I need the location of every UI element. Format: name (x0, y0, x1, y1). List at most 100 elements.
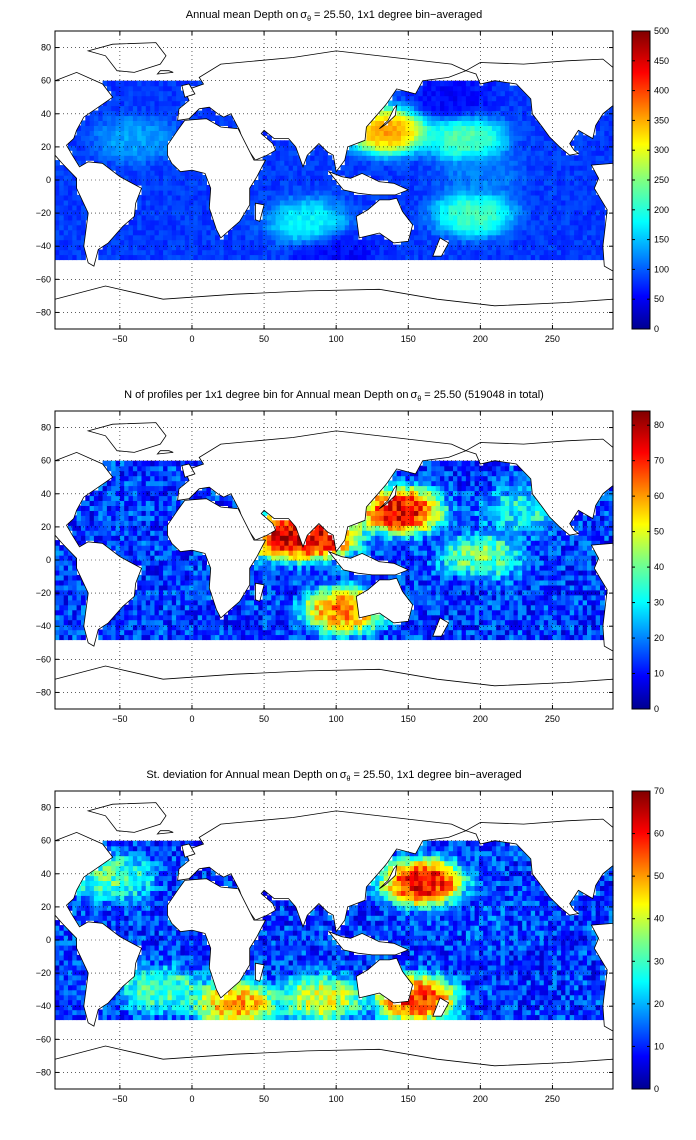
heatmap-cell (314, 535, 320, 541)
heatmap-cell (548, 249, 553, 256)
heatmap-cell (154, 194, 160, 201)
heatmap-cell (574, 249, 579, 256)
heatmap-cell (184, 254, 190, 261)
heatmap-cell (569, 175, 575, 181)
heatmap-cell (241, 614, 246, 621)
heatmap-cell (158, 480, 164, 487)
heatmap-cell (137, 165, 143, 171)
heatmap-cell (72, 254, 78, 261)
heatmap-cell (301, 199, 307, 206)
heatmap-cell (310, 629, 316, 636)
heatmap-cell (483, 204, 489, 211)
heatmap-cell (119, 105, 125, 112)
heatmap-cell (180, 254, 186, 261)
heatmap-cell (189, 599, 194, 606)
heatmap-cell (388, 505, 393, 511)
heatmap-cell (184, 555, 190, 561)
heatmap-cell (98, 505, 104, 511)
heatmap-cell (292, 249, 298, 256)
heatmap-cell (513, 224, 519, 231)
heatmap-cell (301, 624, 307, 631)
heatmap-cell (353, 244, 359, 251)
heatmap-cell (548, 234, 553, 241)
heatmap-cell (137, 594, 143, 601)
heatmap-cell (569, 155, 575, 161)
heatmap-cell (401, 170, 406, 176)
heatmap-cell (470, 80, 476, 87)
y-tick-label: −40 (36, 241, 51, 251)
heatmap-cell (267, 180, 272, 186)
heatmap-cell (600, 120, 605, 126)
heatmap-cell (111, 90, 117, 97)
heatmap-cells (55, 460, 614, 641)
heatmap-cell (440, 194, 445, 201)
heatmap-cell (470, 204, 476, 211)
heatmap-cell (366, 505, 372, 511)
heatmap-cell (522, 175, 528, 181)
heatmap-cell (154, 530, 160, 536)
heatmap-cell (68, 145, 73, 151)
heatmap-cell (102, 490, 108, 497)
heatmap-cell (141, 495, 147, 501)
heatmap-cell (167, 475, 173, 482)
heatmap-cell (158, 110, 164, 117)
heatmap-cell (349, 545, 354, 551)
heatmap-cell (349, 594, 354, 601)
heatmap-cell (228, 495, 233, 501)
heatmap-cell (145, 120, 151, 126)
heatmap-cell (288, 155, 294, 161)
heatmap-cell (578, 160, 584, 166)
heatmap-cell (401, 515, 406, 521)
heatmap-cell (453, 110, 458, 117)
heatmap-cell (232, 604, 238, 611)
heatmap-cell (106, 105, 112, 112)
colorbar-tick-label: 500 (654, 26, 669, 36)
heatmap-cell (405, 95, 411, 102)
heatmap-cell (422, 100, 428, 107)
heatmap-cell (435, 135, 441, 141)
heatmap-cell (310, 229, 316, 236)
heatmap-cell (158, 460, 164, 467)
heatmap-cell (249, 594, 255, 601)
heatmap-cell (81, 120, 86, 126)
heatmap-cell (241, 219, 246, 226)
heatmap-cell (344, 589, 350, 596)
heatmap-cell (396, 160, 402, 166)
heatmap-cell (318, 535, 324, 541)
heatmap-cell (279, 194, 285, 201)
heatmap-cell (267, 155, 272, 161)
heatmap-cell (470, 160, 476, 166)
heatmap-cell (548, 180, 553, 186)
heatmap-cell (582, 249, 588, 256)
heatmap-cell (115, 480, 121, 487)
heatmap-cell (344, 629, 350, 636)
heatmap-cell (267, 584, 272, 591)
heatmap-cell (176, 604, 181, 611)
heatmap-cell (440, 185, 445, 191)
heatmap-cell (111, 140, 117, 146)
heatmap-cell (383, 160, 389, 166)
heatmap-cell (279, 219, 285, 226)
heatmap-cell (176, 505, 181, 511)
heatmap-cell (375, 194, 380, 201)
heatmap-cell (288, 214, 294, 221)
heatmap-cell (595, 204, 601, 211)
heatmap-cell (154, 209, 160, 216)
heatmap-cell (288, 239, 294, 246)
heatmap-cell (72, 150, 78, 156)
heatmap-cell (115, 229, 121, 236)
heatmap-cell (249, 569, 255, 576)
heatmap-cell (141, 130, 147, 136)
heatmap-cell (496, 254, 502, 261)
heatmap-cell (405, 510, 411, 516)
heatmap-cell (310, 545, 316, 551)
heatmap-cell (522, 219, 528, 226)
heatmap-cell (422, 95, 428, 102)
heatmap-cell (388, 165, 393, 171)
heatmap-cell (206, 219, 212, 226)
heatmap-cell (405, 565, 411, 571)
heatmap-cell (154, 574, 160, 581)
heatmap-cell (137, 460, 143, 467)
heatmap-cell (189, 629, 194, 636)
heatmap-cell (163, 80, 168, 87)
